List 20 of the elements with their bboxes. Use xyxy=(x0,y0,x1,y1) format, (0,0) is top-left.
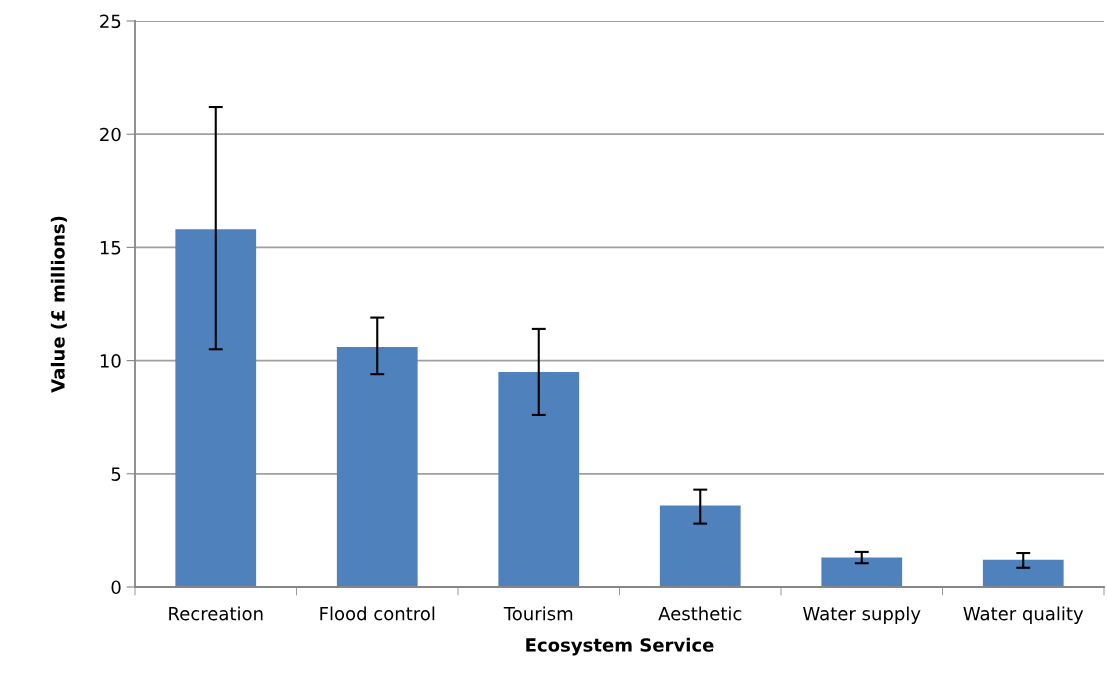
x-tick-label: Flood control xyxy=(320,606,435,621)
bar xyxy=(659,505,741,587)
x-tick-label: Recreation xyxy=(169,606,263,621)
y-tick-label: 10 xyxy=(100,354,121,368)
x-tick-label: Aesthetic xyxy=(658,606,742,621)
bar xyxy=(821,557,903,587)
y-axis-title: Value (£ millions) xyxy=(50,216,67,393)
x-tick-label: Tourism xyxy=(503,606,573,621)
x-tick-label: Water supply xyxy=(803,606,921,624)
bar xyxy=(982,559,1064,587)
bar xyxy=(175,229,257,587)
y-tick-label: 5 xyxy=(111,467,121,481)
bar xyxy=(498,371,580,587)
y-tick-label: 15 xyxy=(100,241,121,255)
y-tick-label: 25 xyxy=(100,14,121,29)
bar xyxy=(336,347,418,587)
x-axis-title: Ecosystem Service xyxy=(526,637,714,656)
y-tick-label: 0 xyxy=(111,580,121,595)
y-tick-label: 20 xyxy=(100,127,121,142)
x-tick-label: Water quality xyxy=(963,606,1084,624)
